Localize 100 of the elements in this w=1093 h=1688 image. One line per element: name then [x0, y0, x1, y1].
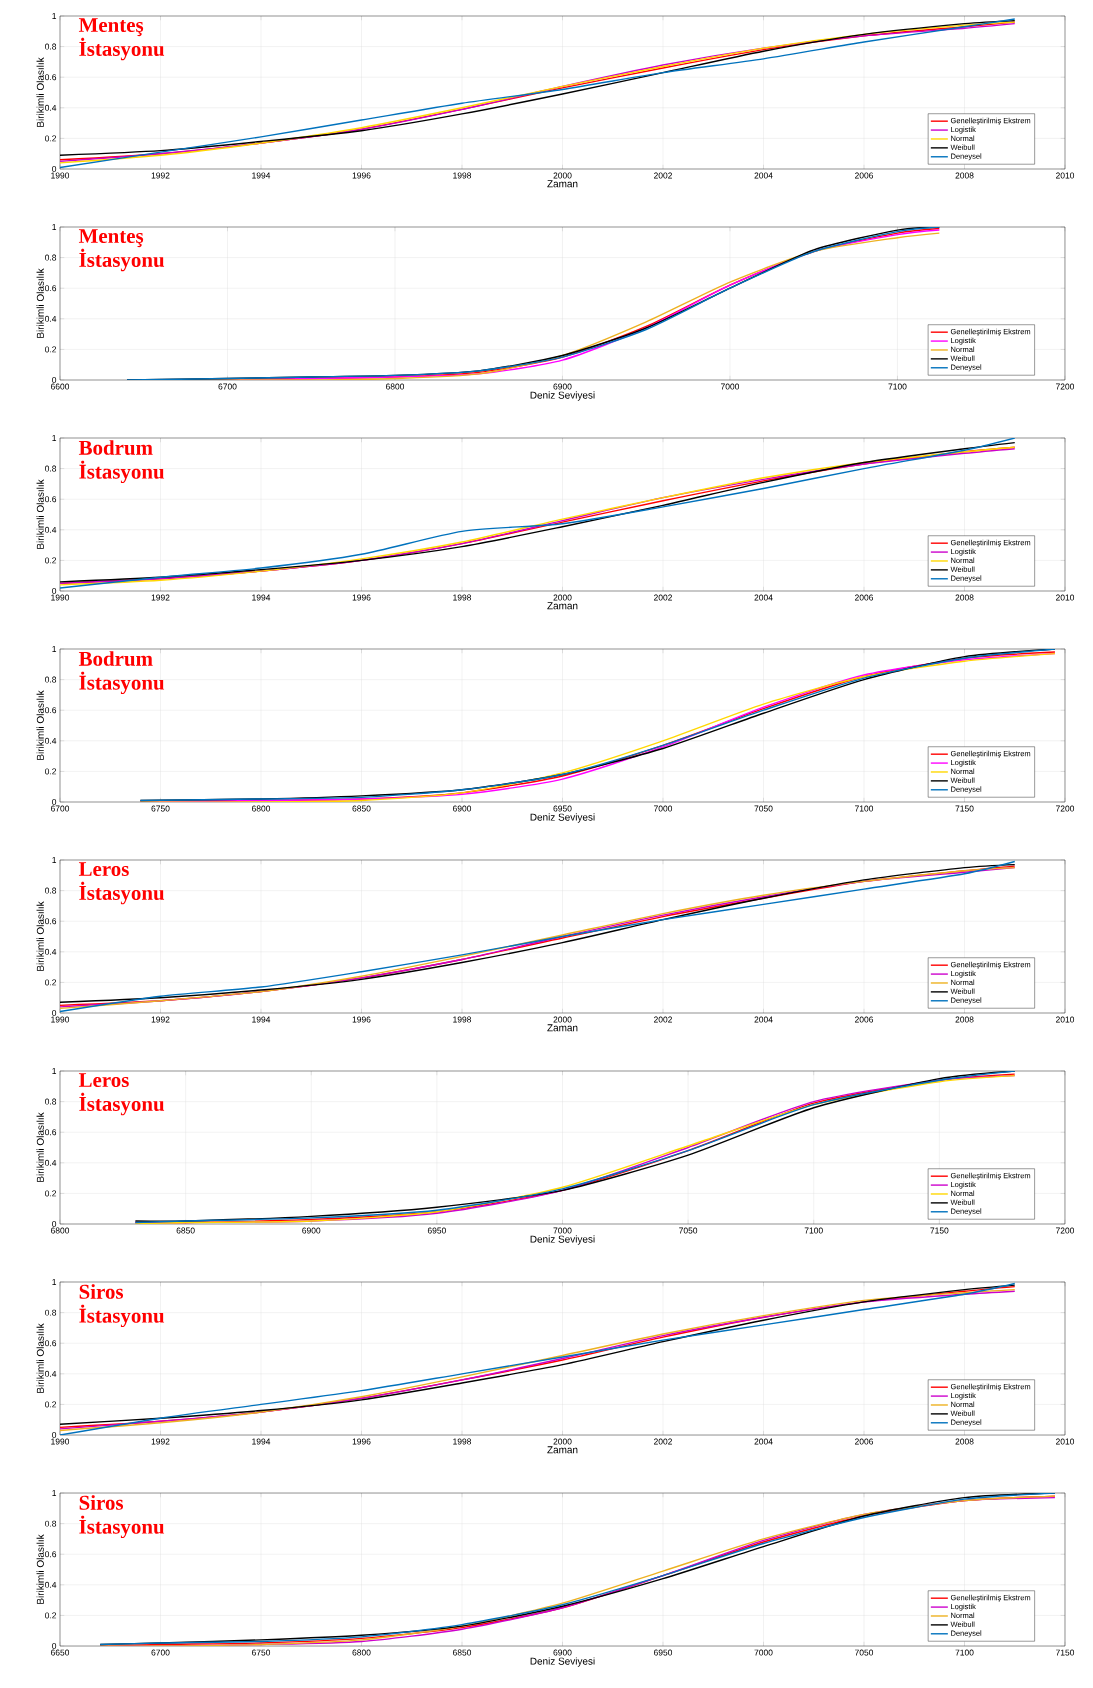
x-tick-label: 6950	[427, 1227, 446, 1234]
x-tick-label: 2010	[1056, 1438, 1075, 1445]
y-tick-label: 0.2	[45, 979, 57, 986]
y-axis-title: Birikimli Olasılık	[36, 479, 44, 549]
y-tick-label: 0	[52, 1643, 57, 1650]
x-tick-label: 7050	[754, 805, 773, 812]
x-tick-label: 6850	[352, 805, 371, 812]
y-tick-label: 0.8	[45, 43, 57, 50]
text: Leros İstasyonu	[78, 1073, 165, 1116]
y-tick-label: 0.4	[45, 1370, 57, 1377]
x-tick-label: 7100	[888, 383, 907, 390]
x-tick-label: 1992	[151, 594, 170, 601]
y-tick-label: 0.6	[45, 1129, 57, 1136]
y-axis-title: Birikimli Olasılık	[36, 690, 44, 760]
y-axis-title: Birikimli Olasılık	[36, 901, 44, 971]
x-tick-label: 6900	[302, 1227, 321, 1234]
x-tick-label: 6600	[51, 383, 70, 390]
x-tick-label: 2004	[754, 172, 773, 179]
x-axis-title: Zaman	[547, 1024, 578, 1032]
x-tick-label: 2000	[553, 594, 572, 601]
x-tick-label: 2000	[553, 172, 572, 179]
x-axis-title: Deniz Seviyesi	[530, 813, 595, 823]
y-tick-label: 0.4	[45, 104, 57, 111]
y-tick-label: 0.6	[45, 1551, 57, 1558]
x-tick-label: 6750	[252, 1649, 271, 1656]
y-tick-label: 0.4	[45, 526, 57, 533]
x-tick-label: 2006	[855, 1016, 874, 1023]
x-tick-label: 6900	[553, 383, 572, 390]
x-tick-label: 1992	[151, 172, 170, 179]
x-tick-label: 6800	[352, 1649, 371, 1656]
x-tick-label: 6950	[553, 805, 572, 812]
y-axis-title: Birikimli Olasılık	[36, 1534, 44, 1604]
y-tick-label: 1	[52, 1490, 57, 1496]
x-tick-label: 6700	[151, 1649, 170, 1656]
x-tick-label: 2006	[855, 172, 874, 179]
x-tick-label: 7000	[553, 1227, 572, 1234]
x-tick-label: 2006	[855, 1438, 874, 1445]
x-tick-label: 6700	[218, 383, 237, 390]
y-tick-label: 1	[52, 646, 57, 652]
x-tick-label: 1992	[151, 1016, 170, 1023]
y-tick-label: 1	[52, 224, 57, 230]
x-tick-label: 6800	[386, 383, 405, 390]
x-tick-label: 1994	[252, 1438, 271, 1445]
y-tick-label: 1	[52, 435, 57, 441]
x-tick-label: 7100	[855, 805, 874, 812]
x-tick-label: 1990	[51, 1016, 70, 1023]
x-axis-title: Zaman	[547, 1446, 578, 1454]
y-tick-label: 1	[52, 857, 57, 863]
x-tick-label: 2008	[955, 172, 974, 179]
x-tick-label: 2002	[654, 1438, 672, 1445]
x-tick-label: 1998	[453, 1438, 472, 1445]
y-tick-label: 0	[52, 1010, 57, 1017]
text: Menteş İstasyonu	[78, 18, 165, 61]
x-tick-label: 1998	[453, 594, 472, 601]
x-tick-label: 6800	[51, 1227, 70, 1234]
y-tick-label: 0.8	[45, 465, 57, 472]
y-tick-label: 0.6	[45, 496, 57, 503]
text: Bodrum İstasyonu	[78, 651, 165, 695]
y-tick-label: 0.4	[45, 1159, 57, 1166]
y-tick-label: 0.2	[45, 135, 57, 142]
y-tick-label: 0.8	[45, 1309, 57, 1316]
y-tick-label: 0.4	[45, 737, 57, 744]
y-tick-label: 0.8	[45, 887, 57, 894]
y-tick-label: 1	[52, 13, 57, 19]
x-tick-label: 2010	[1056, 172, 1075, 179]
text: Menteş İstasyonu	[78, 229, 165, 272]
y-tick-label: 0	[52, 799, 57, 805]
x-tick-label: 2002	[654, 1016, 672, 1023]
x-tick-label: 7200	[1055, 1227, 1075, 1234]
y-tick-label: 0	[52, 166, 57, 172]
x-tick-label: 2000	[553, 1016, 572, 1023]
x-axis-title: Deniz Seviyesi	[530, 391, 595, 401]
y-tick-label: 0.8	[45, 1520, 57, 1527]
x-tick-label: 7150	[955, 805, 974, 812]
x-tick-label: 6700	[51, 805, 70, 812]
y-tick-label: 1	[52, 1068, 57, 1074]
y-tick-label: 0.2	[45, 557, 57, 564]
y-tick-label: 0.6	[45, 1340, 57, 1347]
x-tick-label: 2010	[1056, 594, 1075, 601]
x-tick-label: 2002	[654, 594, 672, 601]
x-tick-label: 1998	[453, 172, 472, 179]
x-tick-label: 1994	[252, 172, 271, 179]
y-tick-label: 0.2	[45, 1190, 57, 1197]
y-tick-label: 0.4	[45, 1581, 57, 1588]
y-tick-label: 0.6	[45, 918, 57, 925]
y-tick-label: 0.2	[45, 1612, 57, 1619]
text: Bodrum İstasyonu	[78, 440, 165, 484]
x-tick-label: 2010	[1056, 1016, 1075, 1023]
x-tick-label: 7000	[654, 805, 673, 812]
x-tick-label: 1990	[51, 594, 70, 601]
x-tick-label: 1994	[252, 594, 271, 601]
x-tick-label: 6950	[654, 1649, 673, 1656]
x-tick-label: 6750	[151, 805, 170, 812]
x-tick-label: 1990	[51, 172, 70, 179]
x-tick-label: 1996	[352, 172, 371, 179]
x-tick-label: 6800	[252, 805, 271, 812]
x-axis-title: Deniz Seviyesi	[530, 1657, 595, 1667]
y-tick-label: 0.6	[45, 707, 57, 714]
x-tick-label: 2000	[553, 1438, 572, 1445]
x-tick-label: 7050	[855, 1649, 874, 1656]
